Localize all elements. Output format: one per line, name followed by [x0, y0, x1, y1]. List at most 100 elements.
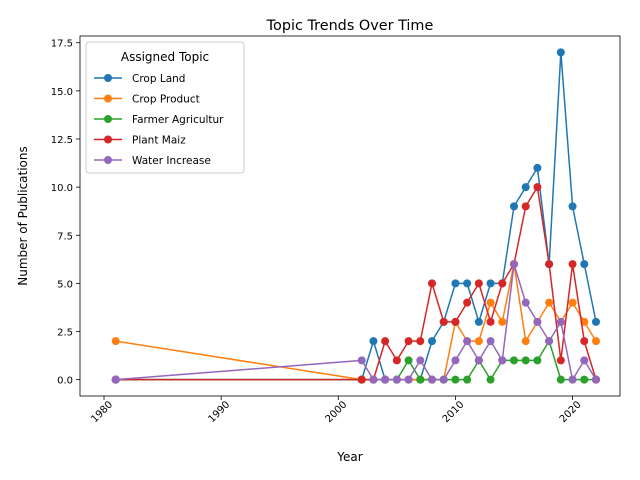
data-point: [474, 317, 483, 326]
data-point: [556, 317, 565, 326]
data-point: [521, 183, 530, 192]
series-line-3: [115, 186, 597, 381]
data-point: [369, 337, 378, 346]
data-point: [580, 337, 589, 346]
y-tick-label: 2.5: [57, 328, 73, 339]
data-point: [369, 375, 378, 384]
data-point: [439, 375, 448, 384]
data-point: [591, 337, 600, 346]
data-point: [591, 375, 600, 384]
legend-marker-1: [104, 94, 112, 103]
legend-marker-3: [104, 135, 112, 144]
data-point: [451, 317, 460, 326]
x-tick-label: 2010: [441, 399, 467, 425]
y-axis-label: Number of Publications: [16, 146, 30, 286]
data-point: [509, 260, 518, 269]
data-point: [357, 375, 366, 384]
x-axis-label: Year: [336, 450, 362, 464]
data-point: [533, 317, 542, 326]
data-point: [556, 375, 565, 384]
data-point: [474, 279, 483, 288]
data-point: [111, 337, 120, 346]
data-point: [451, 279, 460, 288]
data-point: [498, 279, 507, 288]
legend-label: Crop Product: [132, 94, 200, 106]
data-point: [533, 163, 542, 172]
data-point: [556, 356, 565, 365]
x-axis: 1980 1990 2000 2010 2020: [89, 396, 584, 425]
data-point: [381, 375, 390, 384]
y-tick-label: 10.0: [51, 183, 73, 194]
legend-marker-0: [104, 74, 112, 82]
x-tick-label: 1990: [206, 399, 232, 425]
data-point: [486, 337, 495, 346]
data-point: [451, 356, 460, 365]
x-tick-label: 1980: [89, 399, 115, 425]
y-axis: 0.0 2.5 5.0 7.5 10.0 12.5 15.0 17.5: [51, 39, 80, 387]
data-point: [568, 298, 577, 307]
data-point: [416, 337, 425, 346]
data-point: [111, 375, 120, 384]
data-point: [568, 260, 577, 269]
data-point: [545, 260, 554, 269]
data-point: [486, 317, 495, 326]
data-point: [439, 317, 448, 326]
data-point: [427, 375, 436, 384]
data-point: [357, 356, 366, 365]
data-point: [556, 48, 565, 57]
legend-marker-4: [104, 156, 112, 164]
data-point: [533, 183, 542, 192]
legend-title: Assigned Topic: [121, 50, 209, 64]
data-point: [521, 298, 530, 307]
data-point: [591, 317, 600, 326]
data-point: [427, 279, 436, 288]
data-point: [486, 375, 495, 384]
data-point: [580, 260, 589, 269]
data-point: [580, 356, 589, 365]
data-point: [568, 375, 577, 384]
legend-items: Crop Land Crop Product Farmer Agricultur Pl…: [94, 73, 224, 167]
data-point: [521, 356, 530, 365]
data-point: [416, 356, 425, 365]
data-point: [463, 375, 472, 384]
data-point: [404, 337, 413, 346]
data-point: [392, 375, 401, 384]
data-point: [427, 337, 436, 346]
data-point: [498, 317, 507, 326]
legend-frame: [85, 41, 245, 174]
data-point: [404, 375, 413, 384]
data-point: [451, 375, 460, 384]
data-point: [463, 279, 472, 288]
y-tick-label: 7.5: [57, 231, 73, 242]
legend-label: Crop Land: [132, 73, 185, 85]
data-point: [404, 356, 413, 365]
data-point: [474, 337, 483, 346]
data-point: [392, 356, 401, 365]
data-point: [416, 375, 425, 384]
data-point: [509, 202, 518, 211]
data-point: [463, 337, 472, 346]
y-tick-label: 5.0: [57, 279, 73, 290]
data-point: [580, 375, 589, 384]
data-point: [463, 298, 472, 307]
axes-frame: [79, 35, 621, 397]
legend-marker-2: [104, 115, 112, 123]
data-point: [474, 356, 483, 365]
legend: Assigned Topic Crop Land Crop Product Farm…: [85, 41, 245, 174]
data-point: [486, 298, 495, 307]
data-point: [533, 356, 542, 365]
y-tick-label: 0.0: [57, 376, 73, 387]
data-point: [568, 202, 577, 211]
data-point: [521, 202, 530, 211]
data-point: [509, 356, 518, 365]
legend-label: Water Increase: [132, 155, 211, 167]
y-tick-label: 12.5: [51, 135, 73, 146]
data-point: [545, 298, 554, 307]
data-point: [521, 337, 530, 346]
data-point: [545, 337, 554, 346]
x-tick-label: 2020: [558, 399, 584, 425]
chart-title: Topic Trends Over Time: [266, 18, 434, 34]
y-tick-label: 15.0: [51, 87, 73, 98]
data-point: [381, 337, 390, 346]
